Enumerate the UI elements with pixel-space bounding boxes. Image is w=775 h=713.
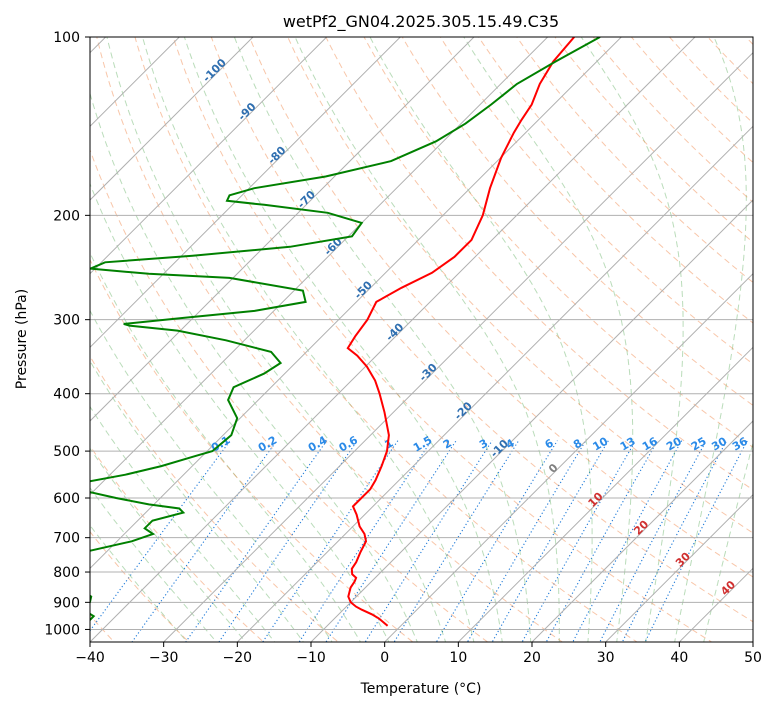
chart-title: wetPf2_GN04.2025.305.15.49.C35 xyxy=(283,12,559,32)
y-axis: 100 200 300 400 500 600 700 800 900 1000 xyxy=(44,30,90,638)
plot-frame xyxy=(90,37,753,642)
x-tick-label: 0 xyxy=(380,650,389,666)
dry-adiabat-line xyxy=(56,24,504,654)
moist-adiabat-label: 30 xyxy=(673,549,693,569)
mixing-ratio-line xyxy=(567,441,682,654)
dry-adiabat-line xyxy=(169,24,731,654)
dry-adiabat-label: -30 xyxy=(417,361,440,384)
dry-adiabat-line xyxy=(0,24,201,654)
y-axis-label: Pressure (hPa) xyxy=(14,289,30,389)
moist-adiabat-line xyxy=(3,37,340,654)
dry-adiabat-line xyxy=(696,24,775,654)
x-tick-label: −30 xyxy=(149,650,179,666)
moist-adiabat-line xyxy=(581,37,683,654)
y-tick-label: 900 xyxy=(53,595,80,611)
x-tick-label: 10 xyxy=(449,650,467,666)
moist-adiabat-line xyxy=(370,37,592,654)
moist-adiabats xyxy=(0,37,775,654)
y-tick-label: 800 xyxy=(53,565,80,581)
mixing-ratio-line xyxy=(516,441,636,654)
y-tick-label: 500 xyxy=(53,444,80,460)
dry-adiabat-label: -40 xyxy=(383,320,406,343)
moist-adiabat-line xyxy=(143,37,477,654)
y-tick-label: 300 xyxy=(53,313,80,329)
isotherm-line xyxy=(373,24,775,654)
moist-adiabat-line xyxy=(107,37,449,654)
moist-adiabat-line xyxy=(25,37,368,654)
mixing-ratio-label: 2 xyxy=(441,437,454,452)
isotherm-line xyxy=(0,24,414,654)
x-tick-label: 50 xyxy=(744,650,762,666)
dry-adiabat-line xyxy=(545,24,775,654)
dry-adiabat-line xyxy=(621,24,775,654)
x-tick-label: −40 xyxy=(75,650,105,666)
moist-adiabat-line xyxy=(0,37,227,654)
y-tick-label: 1000 xyxy=(44,622,80,638)
y-tick-label: 600 xyxy=(53,491,80,507)
y-tick-label: 200 xyxy=(53,208,80,224)
isotherm-line xyxy=(0,24,561,654)
mixing-ratio-lines xyxy=(73,441,747,654)
mixing-ratio-line xyxy=(211,441,358,654)
dry-adiabat-label: -100 xyxy=(200,56,229,85)
x-tick-label: −20 xyxy=(223,650,253,666)
isotherm-line xyxy=(225,24,775,654)
x-tick-label: 20 xyxy=(523,650,541,666)
moist-adiabat-line xyxy=(0,37,312,654)
dry-adiabat-line xyxy=(508,24,775,654)
moist-adiabat-line xyxy=(49,37,395,654)
moist-adiabat-label: 10 xyxy=(586,490,606,510)
isotherm-line xyxy=(299,24,775,654)
moist-adiabat-line xyxy=(295,37,559,654)
mixing-ratio-line xyxy=(255,441,398,654)
dry-adiabat-line xyxy=(0,24,277,654)
y-tick-label: 700 xyxy=(53,531,80,547)
mixing-ratio-line xyxy=(594,441,707,654)
x-tick-label: 30 xyxy=(597,650,615,666)
dry-adiabat-line xyxy=(282,24,775,654)
dry-adiabat-line xyxy=(244,24,775,654)
x-tick-label: 40 xyxy=(670,650,688,666)
mixing-ratio-line xyxy=(73,441,230,654)
mixing-ratio-line xyxy=(639,441,747,654)
isotherm-line xyxy=(741,24,775,654)
dry-adiabat-line xyxy=(395,24,775,654)
x-tick-label: −10 xyxy=(296,650,326,666)
x-axis: −40 −30 −20 −10 0 10 20 30 40 50 xyxy=(75,642,762,666)
mixing-ratio-label: 6 xyxy=(543,436,556,451)
moist-adiabat-label: 20 xyxy=(631,517,651,537)
mixing-ratio-line xyxy=(292,441,432,654)
moist-adiabat-label: 40 xyxy=(718,578,738,598)
dry-adiabat-label: -80 xyxy=(265,144,288,167)
moist-adiabat-line xyxy=(234,37,531,654)
y-tick-label: 100 xyxy=(53,30,80,46)
mixing-ratio-line xyxy=(124,441,277,654)
moist-adiabat-line xyxy=(701,37,775,654)
dry-adiabat-line xyxy=(432,24,775,654)
isotherm-line xyxy=(520,24,775,654)
dry-adiabat-line xyxy=(357,24,775,654)
y-tick-label: 400 xyxy=(53,387,80,403)
moist-adiabat-line xyxy=(0,37,256,654)
x-axis-label: Temperature (°C) xyxy=(360,681,482,697)
dry-adiabat-label: -50 xyxy=(352,278,375,301)
